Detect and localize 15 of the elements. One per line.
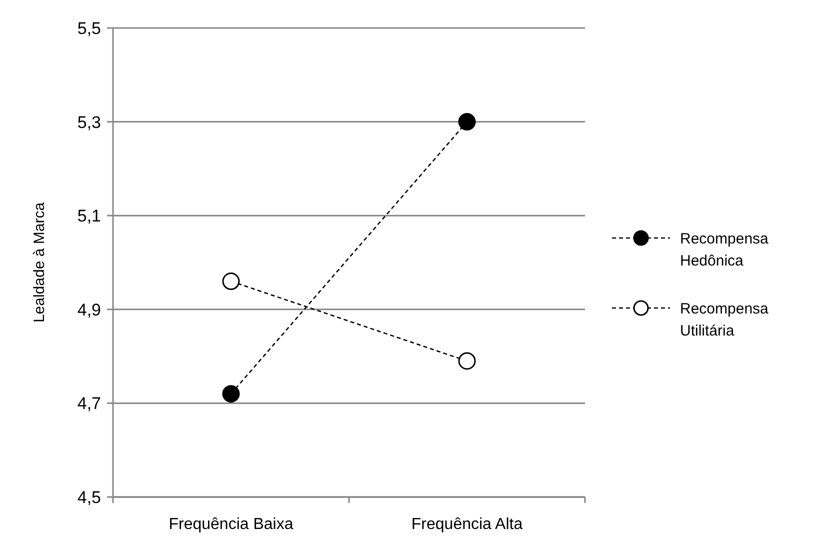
point [222,272,240,290]
legend-label: Recompensa Utilitária [680,300,770,340]
y-tick-label: 5,5 [77,18,101,38]
legend-label: Recompensa Hedônica [680,230,770,270]
y-tick-label: 5,3 [77,112,101,132]
y-tick-label: 4,7 [77,394,101,414]
point [458,352,476,370]
x-tick-label: Frequência Baixa [168,516,294,533]
y-tick-label: 5,1 [77,206,101,226]
y-tick-label: 4,5 [77,488,101,507]
point [458,113,476,131]
y-tick-label: 4,9 [77,300,101,320]
y-axis-title: Lealdade à Marca [31,202,48,323]
point [222,385,240,403]
x-tick-label: Frequência Alta [411,516,523,533]
